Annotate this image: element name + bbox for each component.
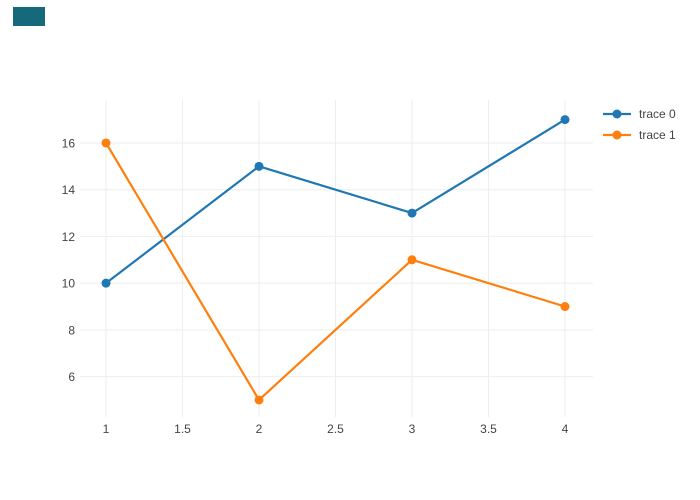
legend-label-trace-0: trace 0 <box>639 106 676 121</box>
y-tick-label-16: 16 <box>62 136 76 150</box>
x-tick-label-2: 2 <box>256 422 263 436</box>
x-tick-label-4: 4 <box>562 422 569 436</box>
trace-1-legend-symbol <box>603 130 631 139</box>
y-tick-label-8: 8 <box>68 323 75 337</box>
trace-1-line <box>105 142 566 402</box>
legend-item-trace-1[interactable]: trace 1 <box>602 124 676 145</box>
trace-1-marker-x4[interactable] <box>560 302 570 312</box>
x-tick-label-1: 1 <box>103 422 110 436</box>
trace-0-line <box>105 118 566 285</box>
trace-0-marker-x1[interactable] <box>101 278 111 288</box>
y-tick-label-6: 6 <box>68 370 75 384</box>
trace-1-marker-x3[interactable] <box>407 255 417 265</box>
y-tick-label-10: 10 <box>62 277 76 291</box>
y-tick-label-12: 12 <box>62 230 76 244</box>
x-tick-label-3: 3 <box>409 422 416 436</box>
y-tick-label-14: 14 <box>62 183 76 197</box>
x-tick-label-1.5: 1.5 <box>174 422 191 436</box>
trace-0-marker-x3[interactable] <box>407 208 417 218</box>
legend: trace 0 trace 1 <box>602 103 676 145</box>
trace-0-marker-x4[interactable] <box>560 115 570 125</box>
corner-accent-badge <box>13 7 45 26</box>
trace-0-legend-symbol <box>603 109 631 118</box>
plot-area[interactable] <box>80 100 593 417</box>
legend-label-trace-1: trace 1 <box>639 127 676 142</box>
x-tick-label-2.5: 2.5 <box>327 422 344 436</box>
trace-0-marker-x2[interactable] <box>254 161 264 171</box>
legend-item-trace-0[interactable]: trace 0 <box>602 103 676 124</box>
x-tick-label-3.5: 3.5 <box>480 422 497 436</box>
trace-1-marker-x2[interactable] <box>254 395 264 405</box>
trace-1-marker-x1[interactable] <box>101 138 111 148</box>
